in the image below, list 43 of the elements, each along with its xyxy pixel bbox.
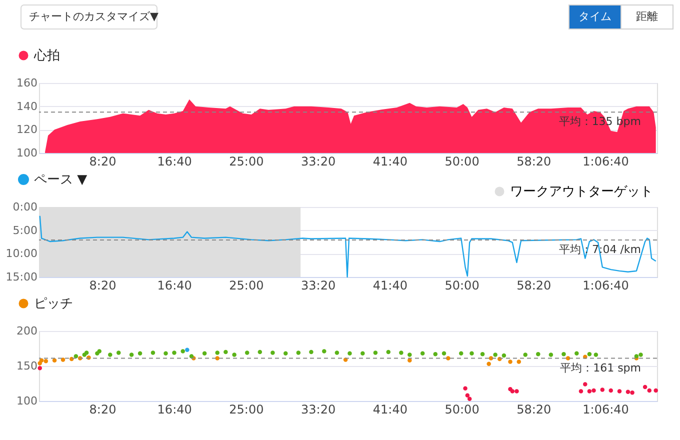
x-tick-label: 41:40 xyxy=(372,278,408,292)
x-tick-label: 33:20 xyxy=(301,278,336,292)
x-tick-label: 41:40 xyxy=(372,402,408,416)
x-tick-label: 8:20 xyxy=(89,402,116,416)
x-tick-label: 1:06:40 xyxy=(582,402,629,416)
x-tick-label: 25:00 xyxy=(229,154,264,168)
y-tick-label: 0:00 xyxy=(12,200,38,214)
ref-line-label: 平均：161 spm xyxy=(560,361,641,374)
x-tick-label: 58:20 xyxy=(516,402,552,416)
text: 距離 xyxy=(636,10,658,23)
y-tick-label: 5:00 xyxy=(12,224,38,237)
legend-label: 心拍 xyxy=(33,48,60,64)
legend-label: ピッチ xyxy=(34,296,73,312)
x-tick-label: 50:00 xyxy=(444,154,480,168)
x-tick-label: 41:40 xyxy=(372,154,408,168)
x-tick-label: 50:00 xyxy=(444,278,480,292)
x-tick-label: 1:06:40 xyxy=(582,278,629,292)
x-tick-label: 25:00 xyxy=(229,402,264,416)
y-tick-label: 120 xyxy=(16,123,38,136)
y-tick-label: 160 xyxy=(16,76,38,90)
x-tick-label: 25:00 xyxy=(229,278,264,292)
x-tick-label: 8:20 xyxy=(89,154,116,168)
text: チャートのカスタマイズ▼ xyxy=(29,10,159,23)
x-tick-label: 1:06:40 xyxy=(582,154,629,168)
x-tick-label: 16:40 xyxy=(157,402,192,416)
y-tick-label: 100 xyxy=(16,394,38,408)
y-tick-label: 10:00 xyxy=(6,247,38,260)
y-tick-label: 150 xyxy=(16,360,38,372)
y-tick-label: 15:00 xyxy=(6,270,38,284)
x-tick-label: 16:40 xyxy=(157,278,192,292)
legend-label: ワークアウトターゲット xyxy=(510,184,653,200)
x-tick-label: 16:40 xyxy=(157,154,192,168)
x-tick-label: 33:20 xyxy=(301,154,336,168)
y-tick-label: 200 xyxy=(16,324,38,338)
y-tick-label: 100 xyxy=(16,146,38,160)
x-tick-label: 33:20 xyxy=(301,402,336,416)
x-tick-label: 50:00 xyxy=(444,402,480,416)
x-tick-label: 58:20 xyxy=(516,278,552,292)
y-tick-label: 140 xyxy=(16,100,38,113)
x-tick-label: 58:20 xyxy=(516,154,552,168)
legend-label: ペース ▼ xyxy=(34,172,88,188)
text: タイム xyxy=(578,10,612,23)
x-tick-label: 8:20 xyxy=(89,278,116,292)
